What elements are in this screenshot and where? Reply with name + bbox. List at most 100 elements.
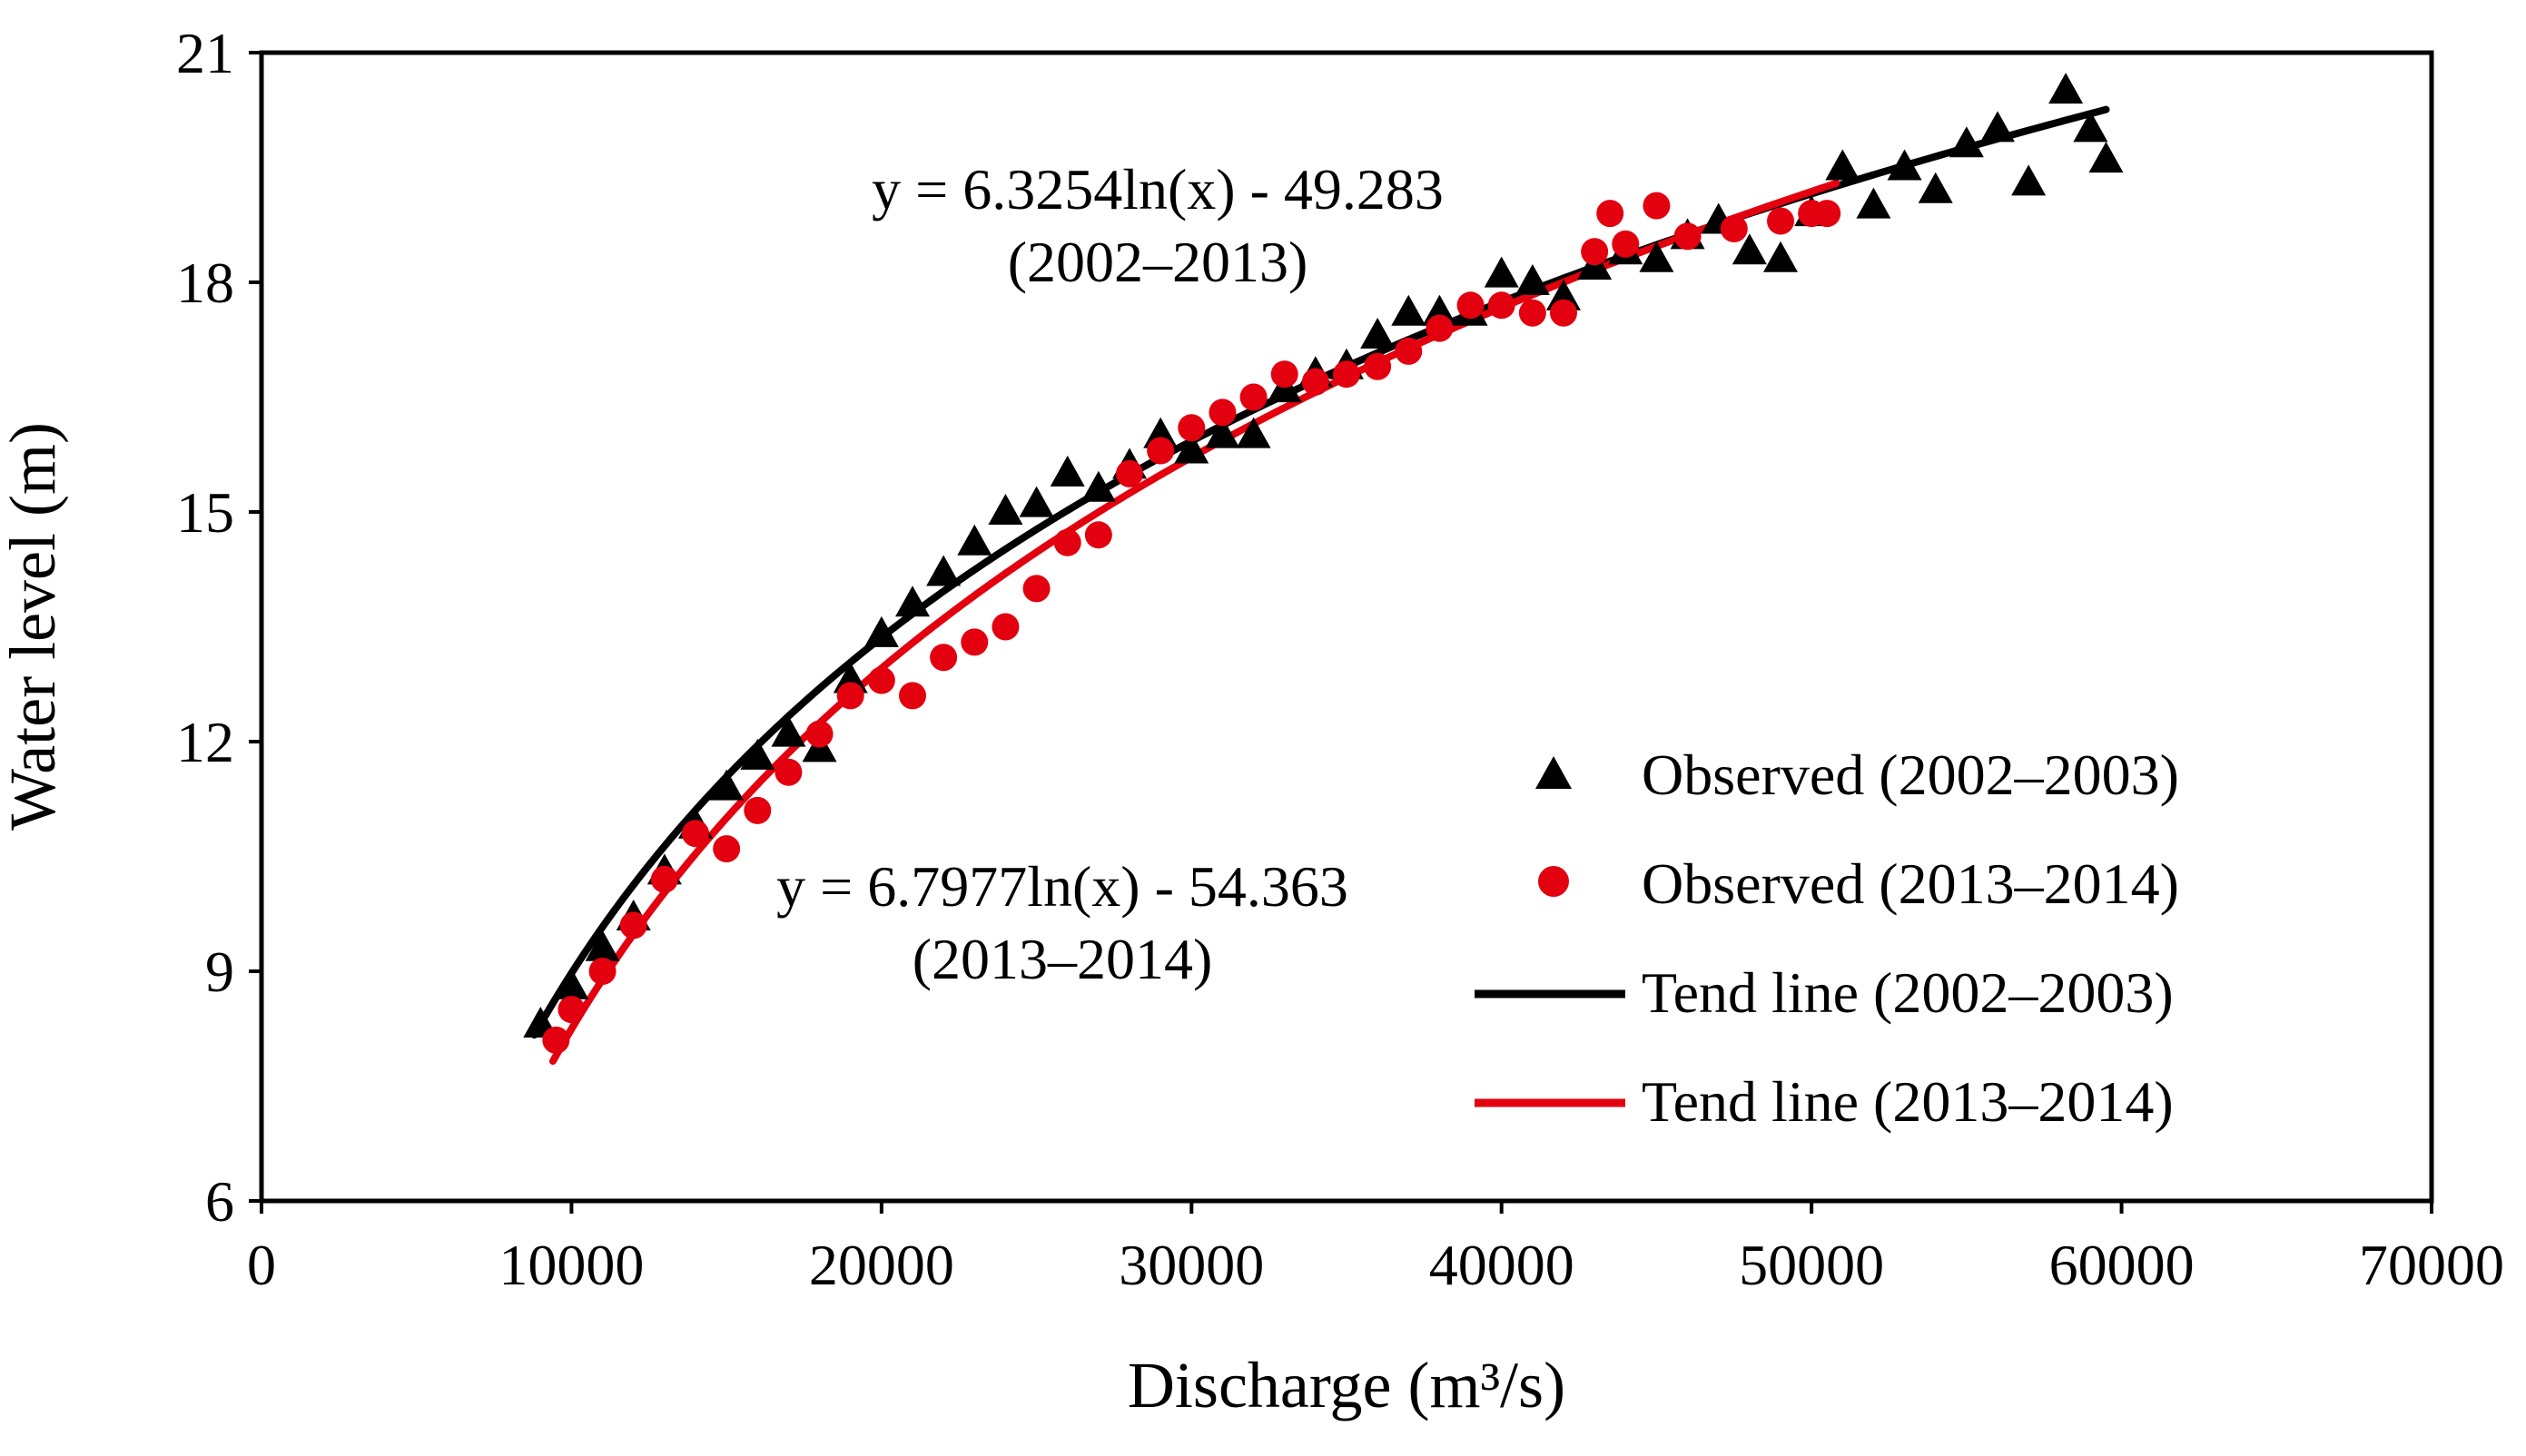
circle-point [682,820,709,848]
triangle-point [1639,241,1674,272]
triangle-point [771,715,806,747]
circle-point [1209,398,1237,427]
triangle-point [2088,142,2124,173]
circle-point [744,796,772,824]
y-tick-label: 15 [176,480,234,545]
triangle-point [1515,264,1550,295]
circle-point [1426,314,1454,342]
x-axis-ticks: 0 10000 20000 30000 40000 50000 60000 70000 [247,1201,2504,1297]
x-tick-label: 60000 [2049,1233,2195,1297]
triangle-point [926,555,962,586]
circle-point [1456,291,1485,320]
circle-point [1364,352,1392,380]
legend-label-observed-2002: Observed (2002–2003) [1642,743,2179,807]
circle-point [588,958,617,985]
triangle-point [554,968,589,999]
x-tick-label: 50000 [1739,1233,1884,1297]
circle-point [836,682,864,710]
plot-area [523,73,2124,1066]
triangle-point [2011,164,2047,196]
circle-point [1395,337,1423,365]
y-axis-title: Water level (m) [0,422,69,831]
triangle-point [585,930,620,961]
x-tick-label: 40000 [1429,1233,1574,1297]
circle-point [930,644,958,672]
triangle-point [1825,149,1860,181]
triangle-point [1360,318,1396,349]
plot-frame [259,50,2434,1204]
y-axis-ticks: 6 9 12 15 18 21 [176,21,261,1234]
equation-2013-line2: (2013–2014) [913,927,1213,991]
x-tick-label: 30000 [1119,1233,1264,1297]
x-tick-label: 0 [247,1233,276,1297]
triangle-point [2048,73,2084,104]
y-tick-label: 12 [176,710,234,774]
equation-2002-line2: (2002–2013) [1008,230,1308,294]
circle-point [1053,528,1081,556]
circle-point [557,996,586,1024]
triangle-point [1080,470,1116,502]
circle-point [1270,360,1298,389]
triangle-point [1887,149,1922,181]
triangle-point [1980,111,2015,143]
circle-point [1116,459,1143,487]
y-tick-label: 6 [205,1169,234,1234]
triangle-point [1918,172,1953,203]
x-tick-label: 70000 [2359,1233,2504,1297]
x-axis-title: Discharge (m³/s) [1128,1349,1565,1422]
circle-point [867,666,895,694]
legend-circle-marker [1538,866,1569,897]
triangle-point [1019,486,1054,517]
triangle-point [1236,417,1271,448]
triangle-point [895,585,930,617]
circle-point [1301,368,1329,396]
triangle-point [1856,187,1891,219]
circle-point [1813,200,1841,228]
legend-triangle-marker [1535,756,1572,789]
circle-point [805,720,834,748]
circle-point [1518,299,1546,327]
circle-point [1147,437,1175,465]
triangle-point [1763,241,1798,272]
y-tick-label: 21 [176,21,234,85]
y-tick-label: 18 [176,251,234,315]
circle-point [1178,414,1206,442]
legend-label-observed-2013: Observed (2013–2014) [1642,851,2179,916]
circle-point [1673,222,1702,251]
equation-annotation-2013: y = 6.7977ln(x) - 54.363 (2013–2014) [776,854,1348,991]
circle-point [961,628,989,656]
triangle-point [957,524,992,556]
y-tick-label: 9 [205,940,234,1004]
circle-point [619,911,647,940]
equation-2002-line1: y = 6.3254ln(x) - 49.283 [872,157,1444,221]
circle-point [1084,521,1112,549]
x-tick-label: 10000 [498,1233,644,1297]
circle-point [650,865,678,893]
triangle-point [1732,233,1767,265]
triangle-point [1174,432,1209,464]
circle-point [775,758,803,786]
circle-point [1643,192,1671,220]
circle-point [1767,207,1794,235]
circle-point [1333,360,1360,389]
circle-point [1612,230,1640,258]
circle-point [713,835,741,863]
legend-label-trend-2002: Tend line (2002–2003) [1642,960,2174,1025]
legend: Observed (2002–2003) Observed (2013–2014… [1475,743,2179,1134]
triangle-point [863,615,899,647]
circle-point [542,1026,570,1054]
circle-point [1581,238,1609,266]
circle-point [1239,383,1268,411]
triangle-point [1484,256,1519,288]
triangle-point [988,494,1023,525]
triangle-point [1949,126,1984,158]
circle-point [992,613,1020,641]
circle-point [1596,200,1624,228]
triangle-point [740,738,775,770]
x-tick-label: 20000 [809,1233,954,1297]
circle-point [1720,214,1748,242]
triangle-point [1391,294,1426,326]
triangle-point [2073,111,2108,143]
equation-annotation-2002: y = 6.3254ln(x) - 49.283 (2002–2013) [872,157,1444,294]
